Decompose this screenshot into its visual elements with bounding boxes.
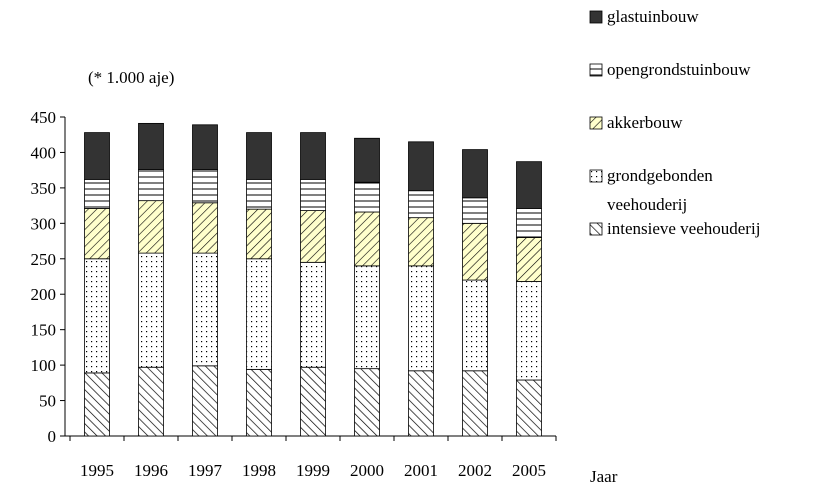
bar-segment	[354, 137, 380, 183]
legend-label: akkerbouw	[607, 113, 683, 132]
bar-segment	[408, 190, 434, 219]
y-tick-label: 350	[31, 179, 57, 198]
bar-segment	[246, 368, 272, 437]
bar-segment	[354, 368, 380, 437]
y-tick-label: 0	[48, 427, 57, 446]
bar-segment	[138, 252, 164, 368]
legend-label: opengrondstuinbouw	[607, 60, 751, 79]
x-tick-label: 1997	[188, 461, 223, 480]
bar-segment	[246, 178, 272, 210]
legend-swatch	[589, 222, 603, 236]
x-tick-label: 1998	[242, 461, 276, 480]
bar-segment	[246, 258, 272, 370]
x-tick-label: 2000	[350, 461, 384, 480]
bar-segment	[300, 132, 326, 180]
bar-segment	[408, 141, 434, 192]
y-tick-label: 450	[31, 108, 57, 127]
x-tick-label: 2001	[404, 461, 438, 480]
legend-swatch	[589, 116, 603, 130]
bar-segment	[354, 181, 380, 213]
bar-segment	[516, 208, 542, 238]
legend-label: intensieve veehouderij	[607, 219, 760, 238]
bar-segment	[516, 161, 542, 209]
bar-segment	[516, 281, 542, 381]
y-tick-label: 300	[31, 214, 57, 233]
x-tick-label: 2002	[458, 461, 492, 480]
y-tick-label: 100	[31, 356, 57, 375]
bar-segment	[354, 211, 380, 267]
bars	[84, 122, 542, 437]
bar-segment	[138, 200, 164, 254]
x-tick-label: 1999	[296, 461, 330, 480]
bar-segment	[462, 370, 488, 437]
bar-segment	[516, 379, 542, 437]
unit-label: (* 1.000 aje)	[88, 68, 174, 87]
bar-segment	[408, 217, 434, 267]
bar-segment	[408, 265, 434, 372]
x-axis-title: Jaar	[590, 467, 618, 486]
bar-segment	[462, 197, 488, 224]
legend-swatch	[589, 10, 603, 24]
legend-label: veehouderij	[607, 195, 687, 214]
y-tick-label: 250	[31, 250, 57, 269]
legend-label: grondgebonden	[607, 166, 713, 185]
bar-segment	[246, 132, 272, 180]
x-axis: 1995 1996 1997 1998 1999 2000 2001 2002 2005	[65, 435, 557, 480]
bar-segment	[300, 178, 326, 211]
y-tick-label: 200	[31, 285, 57, 304]
y-axis: 0 50 100 150 200 250 300 350 400 450	[31, 108, 66, 446]
x-tick-label: 1995	[80, 461, 114, 480]
bar-segment	[192, 202, 218, 254]
bar-segment	[300, 210, 326, 263]
bar-segment	[246, 208, 272, 260]
bar-segment	[192, 365, 218, 437]
y-tick-label: 150	[31, 321, 57, 340]
bar-segment	[354, 265, 380, 370]
y-tick-label: 50	[39, 392, 56, 411]
legend: glastuinbouw opengrondstuinbouw akkerbouw g…	[589, 7, 760, 238]
legend-swatch	[589, 169, 603, 183]
bar-segment	[84, 132, 110, 180]
bar-segment	[408, 370, 434, 437]
bar-segment	[138, 366, 164, 437]
bar-segment	[300, 366, 326, 437]
bar-segment	[192, 252, 218, 367]
bar-segment	[300, 261, 326, 368]
bar-segment	[84, 372, 110, 437]
bar-segment	[138, 122, 164, 170]
bar-segment	[138, 169, 164, 202]
y-tick-label: 400	[31, 143, 57, 162]
bar-segment	[84, 208, 110, 260]
bar-segment	[516, 237, 542, 282]
bar-segment	[462, 279, 488, 372]
bar-segment	[192, 124, 218, 170]
x-tick-label: 2005	[512, 461, 546, 480]
bar-segment	[462, 222, 488, 281]
legend-swatch	[589, 63, 603, 77]
x-tick-label: 1996	[134, 461, 168, 480]
legend-label: glastuinbouw	[607, 7, 699, 26]
bar-segment	[462, 149, 488, 199]
bar-segment	[84, 178, 110, 209]
bar-segment	[84, 258, 110, 374]
bar-segment	[192, 169, 218, 204]
